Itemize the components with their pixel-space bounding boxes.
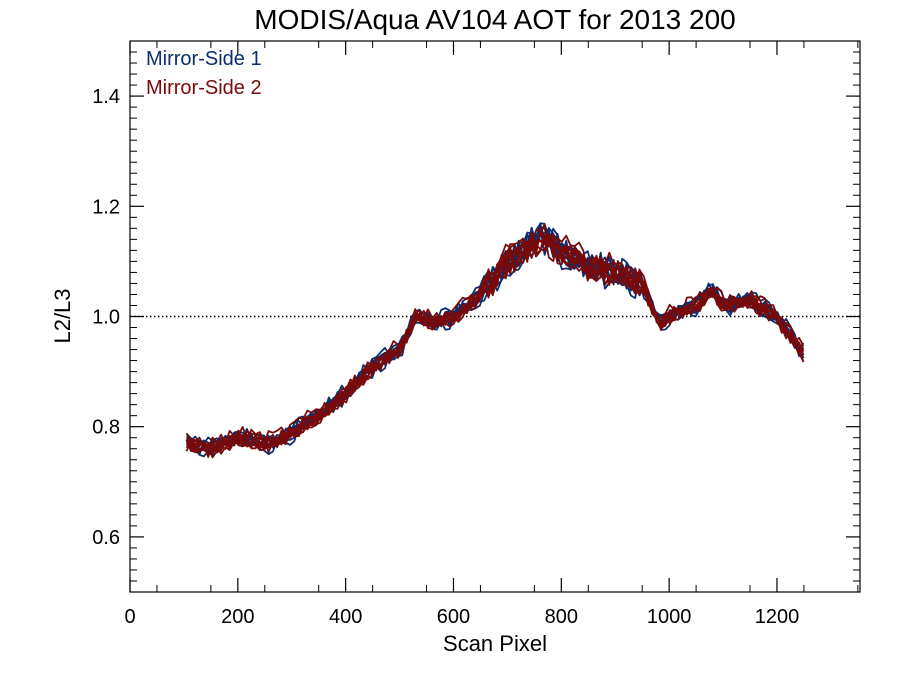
x-tick-label: 200 — [221, 606, 254, 628]
x-axis-label: Scan Pixel — [443, 631, 547, 656]
series-line — [185, 226, 805, 454]
x-tick-label: 600 — [437, 606, 470, 628]
series-line — [186, 233, 805, 451]
x-tick-label: 400 — [329, 606, 362, 628]
series-layer — [185, 222, 805, 459]
legend-entry: Mirror-Side 2 — [146, 77, 262, 99]
series-line — [185, 231, 805, 456]
legend: Mirror-Side 1 Mirror-Side 2 — [146, 48, 262, 99]
y-axis-label: L2/L3 — [50, 288, 75, 343]
x-tick-label: 1000 — [647, 606, 692, 628]
legend-entry: Mirror-Side 1 — [146, 48, 262, 70]
x-tick-label: 1200 — [755, 606, 800, 628]
y-tick-label: 0.8 — [92, 417, 120, 439]
series-line — [186, 226, 805, 458]
x-tick-label: 800 — [545, 606, 578, 628]
series-2 — [185, 223, 805, 459]
y-tick-label: 1.0 — [92, 307, 120, 329]
x-tick-label: 0 — [124, 606, 135, 628]
series-line — [186, 229, 804, 451]
series-line — [186, 231, 804, 454]
series-line — [185, 226, 804, 457]
series-line — [186, 223, 805, 452]
series-line — [185, 225, 805, 452]
y-tick-label: 1.2 — [92, 196, 120, 218]
y-tick-label: 0.6 — [92, 527, 120, 549]
series-1 — [185, 222, 805, 458]
y-tick-label: 1.4 — [92, 86, 120, 108]
series-line — [185, 232, 804, 459]
series-line — [185, 222, 805, 456]
x-axis: 0 200 400 600 800 1000 1200 — [124, 41, 859, 628]
series-line — [185, 225, 805, 452]
chart-title: MODIS/Aqua AV104 AOT for 2013 200 — [254, 4, 735, 35]
series-line — [185, 223, 805, 450]
series-line — [185, 234, 805, 454]
series-line — [186, 227, 804, 452]
y-axis: 0.6 0.8 1.0 1.2 1.4 — [92, 51, 860, 582]
series-line — [186, 222, 805, 449]
